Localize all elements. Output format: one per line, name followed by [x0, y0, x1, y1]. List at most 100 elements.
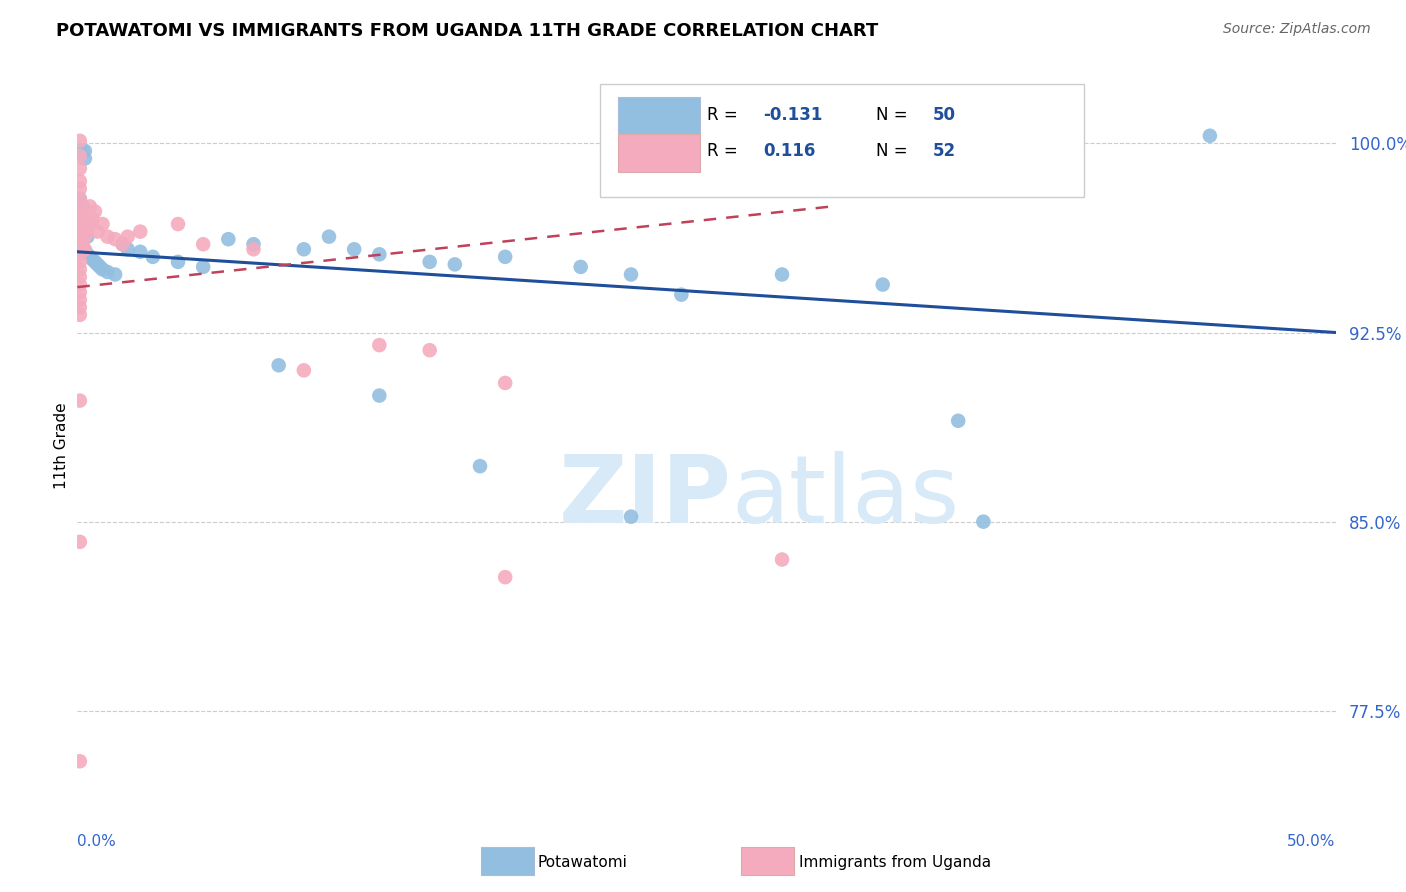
Point [69, 754, 91, 768]
Point [69, 237, 91, 252]
Point [69, 207, 91, 221]
Point [242, 242, 264, 256]
Point [72, 144, 94, 158]
Point [494, 376, 516, 390]
Point [111, 237, 134, 252]
Point [129, 225, 152, 239]
Point [76, 229, 98, 244]
Point [69, 217, 91, 231]
Point [444, 257, 467, 271]
Point [72, 237, 94, 252]
Point [419, 343, 441, 358]
Point [73, 152, 96, 166]
Point [73, 217, 96, 231]
Point [494, 250, 516, 264]
Point [84, 255, 107, 269]
Text: 50.0%: 50.0% [1288, 834, 1336, 849]
Point [620, 268, 643, 282]
Point [318, 229, 340, 244]
Point [117, 229, 139, 244]
Text: ZIP: ZIP [558, 451, 731, 543]
Point [167, 217, 190, 231]
Point [368, 338, 391, 352]
Point [69, 217, 91, 231]
Point [69, 144, 91, 158]
Point [242, 237, 264, 252]
Point [770, 552, 793, 566]
Point [72, 199, 94, 213]
Point [69, 308, 91, 322]
Point [76, 207, 98, 221]
Point [191, 237, 215, 252]
Point [96, 265, 118, 279]
Point [73, 229, 96, 244]
Point [69, 174, 91, 188]
Point [69, 277, 91, 292]
Point [569, 260, 592, 274]
Point [104, 268, 127, 282]
Point [972, 515, 994, 529]
Point [419, 255, 441, 269]
Point [343, 242, 366, 256]
Point [69, 293, 91, 307]
Text: Potawatomi: Potawatomi [537, 855, 627, 870]
FancyBboxPatch shape [619, 97, 700, 136]
Point [142, 250, 165, 264]
Point [69, 262, 91, 277]
Text: N =: N = [876, 142, 914, 161]
Point [117, 242, 139, 256]
Point [368, 247, 391, 261]
Text: R =: R = [707, 142, 742, 161]
Point [69, 225, 91, 239]
Point [69, 182, 91, 196]
Point [73, 225, 96, 239]
Point [69, 393, 91, 408]
Point [76, 207, 98, 221]
Text: 0.0%: 0.0% [77, 834, 117, 849]
Point [91, 262, 114, 277]
Text: POTAWATOMI VS IMMIGRANTS FROM UGANDA 11TH GRADE CORRELATION CHART: POTAWATOMI VS IMMIGRANTS FROM UGANDA 11T… [56, 22, 879, 40]
Point [69, 285, 91, 300]
Point [267, 359, 290, 373]
Point [69, 161, 91, 176]
Point [69, 149, 91, 163]
Point [217, 232, 239, 246]
Point [82, 212, 104, 227]
Point [671, 287, 693, 301]
Point [79, 199, 101, 213]
Text: Immigrants from Uganda: Immigrants from Uganda [799, 855, 991, 870]
Point [79, 217, 101, 231]
Point [72, 225, 94, 239]
Point [76, 247, 98, 261]
Point [73, 242, 96, 256]
Point [82, 252, 104, 267]
Point [191, 260, 215, 274]
Text: 0.116: 0.116 [763, 142, 815, 161]
Point [129, 244, 152, 259]
Point [84, 204, 107, 219]
Point [292, 363, 315, 377]
Text: 52: 52 [934, 142, 956, 161]
Text: atlas: atlas [731, 451, 960, 543]
Point [104, 232, 127, 246]
Point [86, 225, 108, 239]
Point [72, 212, 94, 227]
Point [69, 270, 91, 285]
Point [72, 222, 94, 236]
Text: R =: R = [707, 105, 742, 124]
Point [69, 192, 91, 206]
Text: Source: ZipAtlas.com: Source: ZipAtlas.com [1223, 22, 1371, 37]
Point [69, 247, 91, 261]
Point [292, 242, 315, 256]
FancyBboxPatch shape [619, 134, 700, 171]
Point [69, 300, 91, 314]
Point [69, 534, 91, 549]
Point [86, 257, 108, 271]
Point [948, 414, 970, 428]
Point [96, 229, 118, 244]
FancyBboxPatch shape [599, 84, 1084, 197]
Point [73, 244, 96, 259]
Text: -0.131: -0.131 [763, 105, 823, 124]
Point [1198, 128, 1220, 143]
Point [72, 242, 94, 256]
